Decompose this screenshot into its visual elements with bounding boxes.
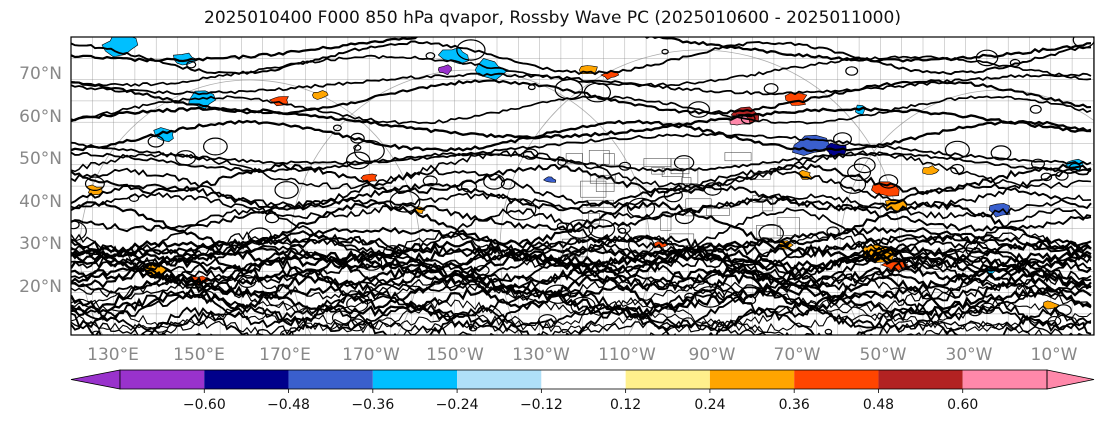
lon-label: 10°W <box>1031 345 1078 365</box>
colorbar-tick-label: −0.36 <box>351 397 394 413</box>
colorbar-bin <box>625 370 710 389</box>
colorbar-bin <box>541 370 626 389</box>
contour-lines <box>71 37 1094 335</box>
latitude-labels: 70°N 60°N 50°N 40°N 30°N 20°N <box>19 64 62 297</box>
colorbar-tick-label: 0.12 <box>610 397 641 413</box>
colorbar-tick-label: 0.24 <box>694 397 725 413</box>
colorbar: −0.60 −0.48 −0.36 −0.24 −0.12 0.12 0.24 0.36 0.4… <box>70 369 1095 413</box>
colorbar-tick-label: −0.12 <box>520 397 563 413</box>
colorbar-extend-max <box>1046 369 1095 390</box>
colorbar-tick-label: −0.60 <box>183 397 226 413</box>
colorbar-bin <box>204 370 289 389</box>
colorbar-tick-label: −0.48 <box>267 397 310 413</box>
colorbar-tick-label: 0.60 <box>947 397 978 413</box>
map-border <box>70 36 1095 336</box>
colorbar-tick-label: 0.36 <box>779 397 810 413</box>
colorbar-tick-label: −0.24 <box>436 397 479 413</box>
colorbar-bin <box>457 370 542 389</box>
lon-label: 30°W <box>946 345 993 365</box>
lon-label: 150°W <box>426 345 484 365</box>
lon-label: 50°W <box>860 345 907 365</box>
lon-label: 130°E <box>87 345 139 365</box>
map-area <box>71 37 1094 335</box>
colorbar-bin <box>794 370 879 389</box>
lat-label: 50°N <box>19 149 62 169</box>
colorbar-tick-label: 0.48 <box>863 397 894 413</box>
colorbar-bin <box>709 370 795 389</box>
colorbar-extend-min <box>70 369 121 390</box>
colorbar-bin <box>288 370 373 389</box>
lon-label: 170°W <box>342 345 400 365</box>
lat-label: 70°N <box>19 64 62 84</box>
lat-label: 40°N <box>19 192 62 212</box>
colorbar-bin <box>372 370 458 389</box>
longitude-labels: 130°E 150°E 170°E 170°W 150°W 130°W 110°W 90°W 7… <box>87 345 1078 365</box>
lon-label: 90°W <box>689 345 736 365</box>
lat-label: 30°N <box>19 234 62 254</box>
lon-label: 70°W <box>774 345 821 365</box>
lon-label: 110°W <box>598 345 656 365</box>
map-title: 2025010400 F000 850 hPa qvapor, Rossby W… <box>204 8 901 28</box>
lon-label: 170°E <box>259 345 311 365</box>
colorbar-bin <box>962 370 1047 389</box>
lat-label: 60°N <box>19 107 62 127</box>
lon-label: 150°E <box>173 345 225 365</box>
colorbar-bin <box>120 370 205 389</box>
lon-label: 130°W <box>512 345 570 365</box>
colorbar-bin <box>878 370 963 389</box>
lat-label: 20°N <box>19 277 62 297</box>
